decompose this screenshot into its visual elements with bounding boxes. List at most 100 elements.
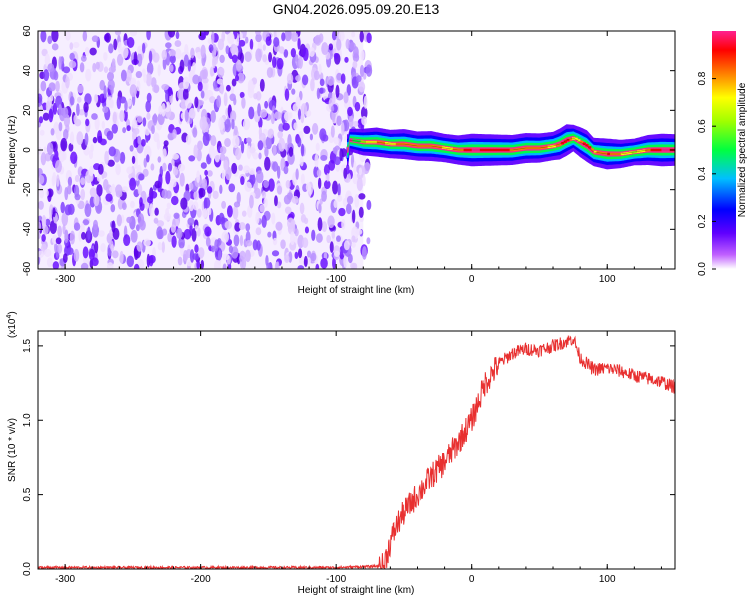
noise-speckle (120, 46, 129, 59)
noise-speckle (214, 239, 219, 252)
noise-speckle (167, 232, 173, 243)
noise-speckle (106, 130, 114, 141)
noise-speckle (321, 190, 327, 202)
noise-speckle (69, 131, 75, 145)
noise-speckle (333, 136, 340, 145)
noise-speckle (219, 153, 226, 161)
noise-speckle (103, 51, 108, 61)
spectrogram-x-tick-label: -300 (55, 274, 75, 285)
noise-speckle (218, 67, 225, 76)
noise-speckle (161, 102, 166, 117)
noise-speckle (116, 214, 122, 227)
noise-speckle (41, 234, 46, 242)
noise-speckle (204, 169, 208, 176)
noise-speckle (180, 112, 185, 120)
noise-speckle (38, 250, 44, 258)
noise-speckle (183, 54, 189, 67)
noise-speckle (346, 84, 352, 96)
noise-speckle (196, 208, 202, 218)
spectrogram-y-tick-label: -20 (22, 182, 33, 197)
noise-speckle (98, 230, 105, 237)
noise-speckle (365, 64, 373, 77)
noise-speckle (165, 42, 172, 49)
noise-speckle (162, 56, 167, 70)
noise-speckle (143, 238, 151, 247)
spectrogram-noise-region (38, 31, 373, 269)
noise-speckle (99, 79, 106, 91)
noise-speckle (194, 244, 199, 253)
noise-speckle (69, 52, 75, 61)
noise-speckle (85, 68, 92, 82)
noise-speckle (64, 229, 69, 244)
noise-speckle (146, 62, 154, 75)
noise-speckle (287, 134, 292, 148)
spectrogram-y-tick-label: 0 (22, 147, 33, 153)
noise-speckle (143, 157, 147, 168)
noise-speckle (218, 117, 225, 131)
ridge-core (582, 142, 586, 145)
noise-speckle (290, 231, 295, 246)
noise-speckle (297, 265, 305, 269)
noise-speckle (336, 38, 342, 51)
noise-speckle (202, 132, 210, 147)
noise-speckle (283, 165, 289, 175)
ridge-core (590, 148, 594, 151)
noise-speckle (140, 138, 146, 147)
noise-speckle (38, 146, 42, 155)
noise-speckle (328, 43, 334, 51)
noise-speckle (41, 215, 47, 229)
noise-speckle (108, 66, 116, 73)
noise-speckle (271, 212, 276, 225)
noise-speckle (238, 222, 246, 230)
noise-speckle (276, 31, 280, 38)
noise-speckle (228, 245, 234, 254)
noise-speckle (187, 217, 195, 226)
noise-speckle (111, 123, 118, 134)
noise-speckle (221, 200, 227, 209)
noise-speckle (288, 211, 295, 220)
noise-speckle (53, 122, 61, 134)
noise-speckle (268, 52, 273, 63)
noise-speckle (121, 186, 129, 193)
noise-speckle (201, 178, 208, 188)
noise-speckle (306, 250, 312, 258)
noise-speckle (274, 195, 278, 207)
noise-speckle (345, 203, 352, 215)
noise-speckle (139, 197, 143, 207)
noise-speckle (44, 152, 52, 162)
noise-speckle (80, 262, 89, 269)
noise-speckle (182, 87, 189, 102)
noise-speckle (239, 91, 245, 99)
noise-speckle (297, 136, 302, 148)
noise-speckle (60, 201, 65, 214)
noise-speckle (166, 202, 171, 210)
ridge-core (580, 140, 584, 144)
noise-speckle (106, 262, 114, 269)
noise-speckle (82, 31, 88, 42)
snr-y-tick-label: 1.0 (22, 413, 33, 427)
noise-speckle (172, 128, 177, 139)
noise-speckle (236, 191, 241, 205)
noise-speckle (263, 197, 268, 208)
noise-speckle (332, 180, 339, 195)
ridge-core (585, 144, 589, 147)
noise-speckle (100, 243, 106, 253)
noise-speckle (302, 47, 309, 62)
colorbar-tick-label: 0.4 (697, 166, 708, 180)
colorbar-ticks: 0.0 0.2 0.4 0.6 0.8 (697, 71, 716, 276)
noise-speckle (117, 41, 122, 54)
spectrogram-y-ticks: -60 -40 -20 0 20 40 60 (22, 25, 675, 276)
noise-speckle (148, 50, 153, 63)
noise-speckle (259, 78, 265, 92)
noise-speckle (332, 256, 336, 269)
noise-speckle (226, 205, 233, 218)
noise-speckle (46, 257, 53, 268)
noise-speckle (56, 174, 60, 187)
noise-speckle (272, 144, 277, 157)
snr-multiplier-base: (x10 (7, 318, 18, 338)
noise-speckle (193, 201, 199, 211)
noise-speckle (244, 181, 252, 192)
snr-x-axis-label: Height of straight line (km) (298, 585, 415, 596)
noise-speckle (152, 114, 158, 124)
snr-x-tick-label: 0 (469, 574, 475, 585)
